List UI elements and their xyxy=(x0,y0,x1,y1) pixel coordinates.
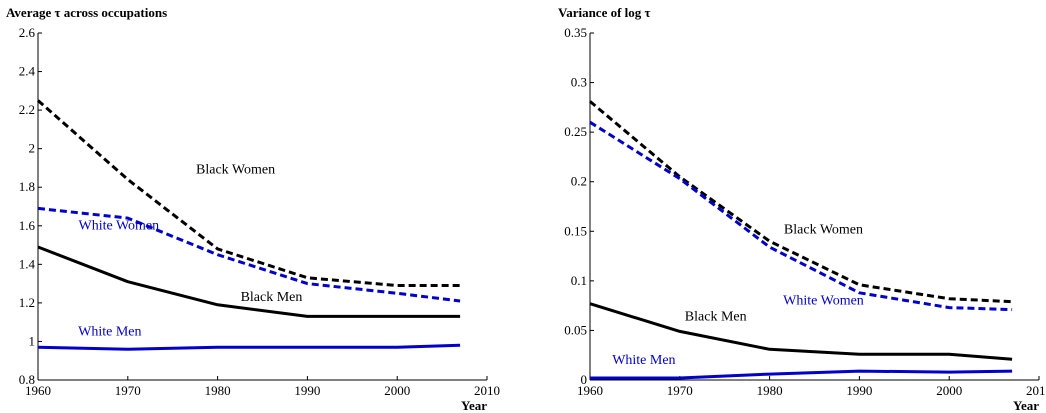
series-label: White Men xyxy=(78,325,141,340)
y-tick-label: 2.4 xyxy=(19,64,36,79)
y-tick-label: 0 xyxy=(581,372,588,387)
y-tick-label: 1.2 xyxy=(19,295,35,310)
series-label: Black Women xyxy=(784,222,863,237)
y-tick-label: 1 xyxy=(29,333,36,348)
y-tick-label: 0.8 xyxy=(19,372,35,387)
x-tick-label: 1990 xyxy=(846,383,872,398)
x-tick-label: 1970 xyxy=(667,383,693,398)
y-tick-label: 0.25 xyxy=(564,124,587,139)
series-label: White Women xyxy=(783,294,864,309)
y-tick-label: 0.15 xyxy=(564,223,587,238)
y-tick-label: 0.05 xyxy=(564,322,587,337)
series-label: Black Men xyxy=(241,290,303,305)
series-line-white-men xyxy=(590,369,1013,380)
series-line-white-women xyxy=(37,206,461,303)
chart-1: Average τ across occupations 0.8 1 1.2 1.4 1.… xyxy=(6,5,500,413)
series-label: Black Men xyxy=(685,310,747,325)
x-tick-label: 2000 xyxy=(936,383,962,398)
series-label: Black Women xyxy=(196,163,275,178)
y-tick-label: 0.2 xyxy=(571,174,587,189)
y-tick-label: 2.2 xyxy=(19,102,35,117)
x-tick-label: 1960 xyxy=(577,383,603,398)
x-tick-label: 2010 xyxy=(474,383,500,398)
series-line-black-men xyxy=(37,245,461,318)
y-tick-label: 0.1 xyxy=(571,273,587,288)
x-tick-label: 2010 xyxy=(1026,383,1046,398)
y-tick-label: 0.3 xyxy=(571,75,587,90)
chart-title: Variance of log τ xyxy=(558,5,651,20)
series-line-white-women xyxy=(589,120,1013,312)
x-tick-label: 1990 xyxy=(294,383,320,398)
x-tick-label: 1980 xyxy=(205,383,231,398)
x-tick-label: 1970 xyxy=(115,383,141,398)
y-tick-label: 2 xyxy=(29,141,36,156)
y-tick-label: 2.6 xyxy=(19,25,36,40)
x-tick-label: 2000 xyxy=(384,383,410,398)
series-line-black-men xyxy=(589,302,1013,361)
series-label: White Women xyxy=(78,219,159,234)
chart-title: Average τ across occupations xyxy=(6,5,167,20)
x-tick-label: 1960 xyxy=(25,383,51,398)
series-line-white-men xyxy=(37,343,461,351)
x-tick-label: 1980 xyxy=(757,383,783,398)
y-tick-label: 1.8 xyxy=(19,179,35,194)
series-line-black-women xyxy=(589,100,1013,304)
x-axis-label: Year xyxy=(461,398,487,413)
y-tick-label: 1.4 xyxy=(19,256,36,271)
chart-2: Variance of log τ 0 0.05 0.1 0.15 0.2 0.25 0.3 0… xyxy=(558,5,1046,413)
series-line-black-women xyxy=(37,99,461,287)
y-tick-label: 1.6 xyxy=(19,218,36,233)
y-tick-label: 0.35 xyxy=(564,25,587,40)
x-axis-label: Year xyxy=(1013,398,1039,413)
series-label: White Men xyxy=(612,353,675,368)
